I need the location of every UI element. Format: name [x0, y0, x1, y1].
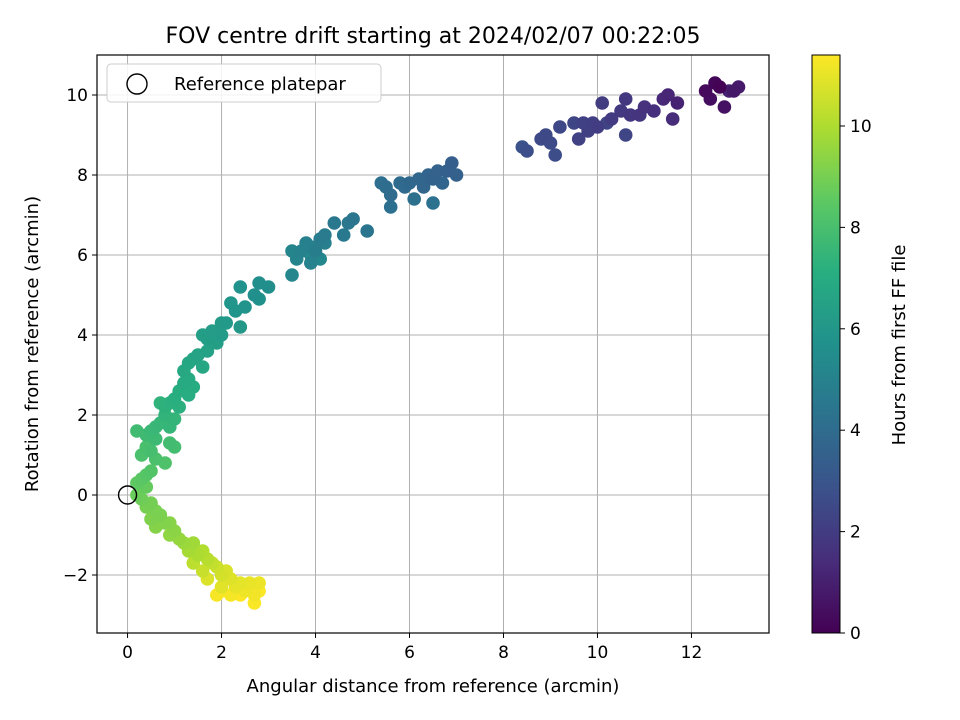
data-point [618, 92, 633, 106]
data-point [665, 112, 680, 126]
colorbar-tick-label: 2 [850, 523, 861, 543]
data-point [553, 120, 567, 134]
data-point [144, 464, 158, 478]
data-point [285, 268, 299, 282]
data-point [163, 436, 177, 450]
data-point [647, 104, 661, 118]
x-axis-label: Angular distance from reference (arcmin) [247, 676, 620, 697]
data-point [698, 84, 713, 98]
legend-marker [126, 73, 148, 95]
data-point [383, 188, 398, 202]
data-point [383, 200, 398, 214]
legend-box [106, 63, 382, 103]
data-point [426, 196, 440, 210]
data-point [233, 320, 248, 334]
data-point [539, 128, 553, 142]
data-point [661, 88, 675, 102]
colorbar-label: Hours from first FF file [889, 245, 910, 446]
data-point [242, 576, 257, 590]
colorbar-tick-label: 4 [850, 421, 861, 441]
y-tick-label: 10 [66, 86, 88, 106]
data-point [407, 192, 422, 206]
y-tick-label: 8 [77, 166, 88, 186]
x-tick-label: 8 [498, 643, 509, 663]
data-point [727, 84, 741, 98]
plot-frame [96, 54, 770, 634]
data-point [416, 180, 431, 194]
data-point [360, 224, 375, 238]
data-point [144, 444, 158, 458]
data-points [130, 76, 746, 610]
y-tick-label: 2 [77, 406, 88, 426]
data-point [618, 128, 633, 142]
reference-platepar-marker [117, 485, 138, 505]
y-tick-label: 4 [77, 326, 88, 346]
data-point [195, 360, 210, 374]
data-point [327, 216, 342, 230]
y-tick-label: −2 [63, 566, 88, 586]
data-point [214, 580, 229, 594]
x-axis-ticks: 0 2 4 6 8 10 12 [122, 633, 702, 663]
data-point [717, 100, 732, 114]
data-point [567, 116, 581, 130]
data-point [261, 280, 276, 294]
data-point [200, 344, 215, 358]
x-tick-label: 4 [310, 643, 321, 663]
legend-entry-reference: Reference platepar [174, 74, 346, 95]
data-point [595, 96, 609, 110]
colorbar-ticks: 0 2 4 6 8 10 [840, 117, 872, 644]
colorbar-tick-label: 6 [850, 320, 861, 340]
colorbar-tick-label: 10 [850, 117, 872, 137]
y-tick-label: 6 [77, 246, 88, 266]
y-tick-label: 0 [77, 486, 88, 506]
y-axis-ticks: −2 0 2 4 6 8 10 [63, 86, 97, 586]
data-point [219, 316, 233, 330]
data-point [670, 96, 685, 110]
colorbar-tick-label: 8 [850, 218, 861, 238]
data-point [623, 108, 638, 122]
data-point [604, 112, 619, 126]
colorbar: 0 2 4 6 8 10 Hours from first FF file [811, 54, 910, 644]
data-point [336, 228, 351, 242]
data-point [195, 564, 210, 578]
data-point [304, 256, 318, 270]
data-point [571, 132, 586, 146]
data-point [445, 156, 459, 170]
chart-title: FOV centre drift starting at 2024/02/07 … [166, 24, 701, 49]
x-tick-label: 2 [216, 643, 227, 663]
colorbar-tick-label: 0 [850, 624, 861, 644]
data-point [590, 120, 605, 134]
data-point [238, 300, 252, 314]
data-point [252, 576, 266, 590]
x-tick-label: 0 [122, 643, 133, 663]
x-tick-label: 10 [587, 643, 609, 663]
data-point [548, 148, 562, 162]
x-tick-label: 12 [681, 643, 703, 663]
data-point [186, 536, 201, 550]
data-point [430, 164, 445, 178]
data-point [318, 228, 332, 242]
data-point [214, 328, 229, 342]
legend: Reference platepar [106, 63, 382, 103]
data-point [520, 144, 534, 158]
data-point [308, 244, 323, 258]
colorbar-gradient [811, 54, 841, 634]
y-axis-label: Rotation from reference (arcmin) [22, 196, 43, 492]
x-tick-label: 6 [404, 643, 415, 663]
data-point [346, 212, 360, 226]
data-point [712, 80, 727, 94]
data-point [233, 280, 248, 294]
data-point [247, 288, 262, 302]
